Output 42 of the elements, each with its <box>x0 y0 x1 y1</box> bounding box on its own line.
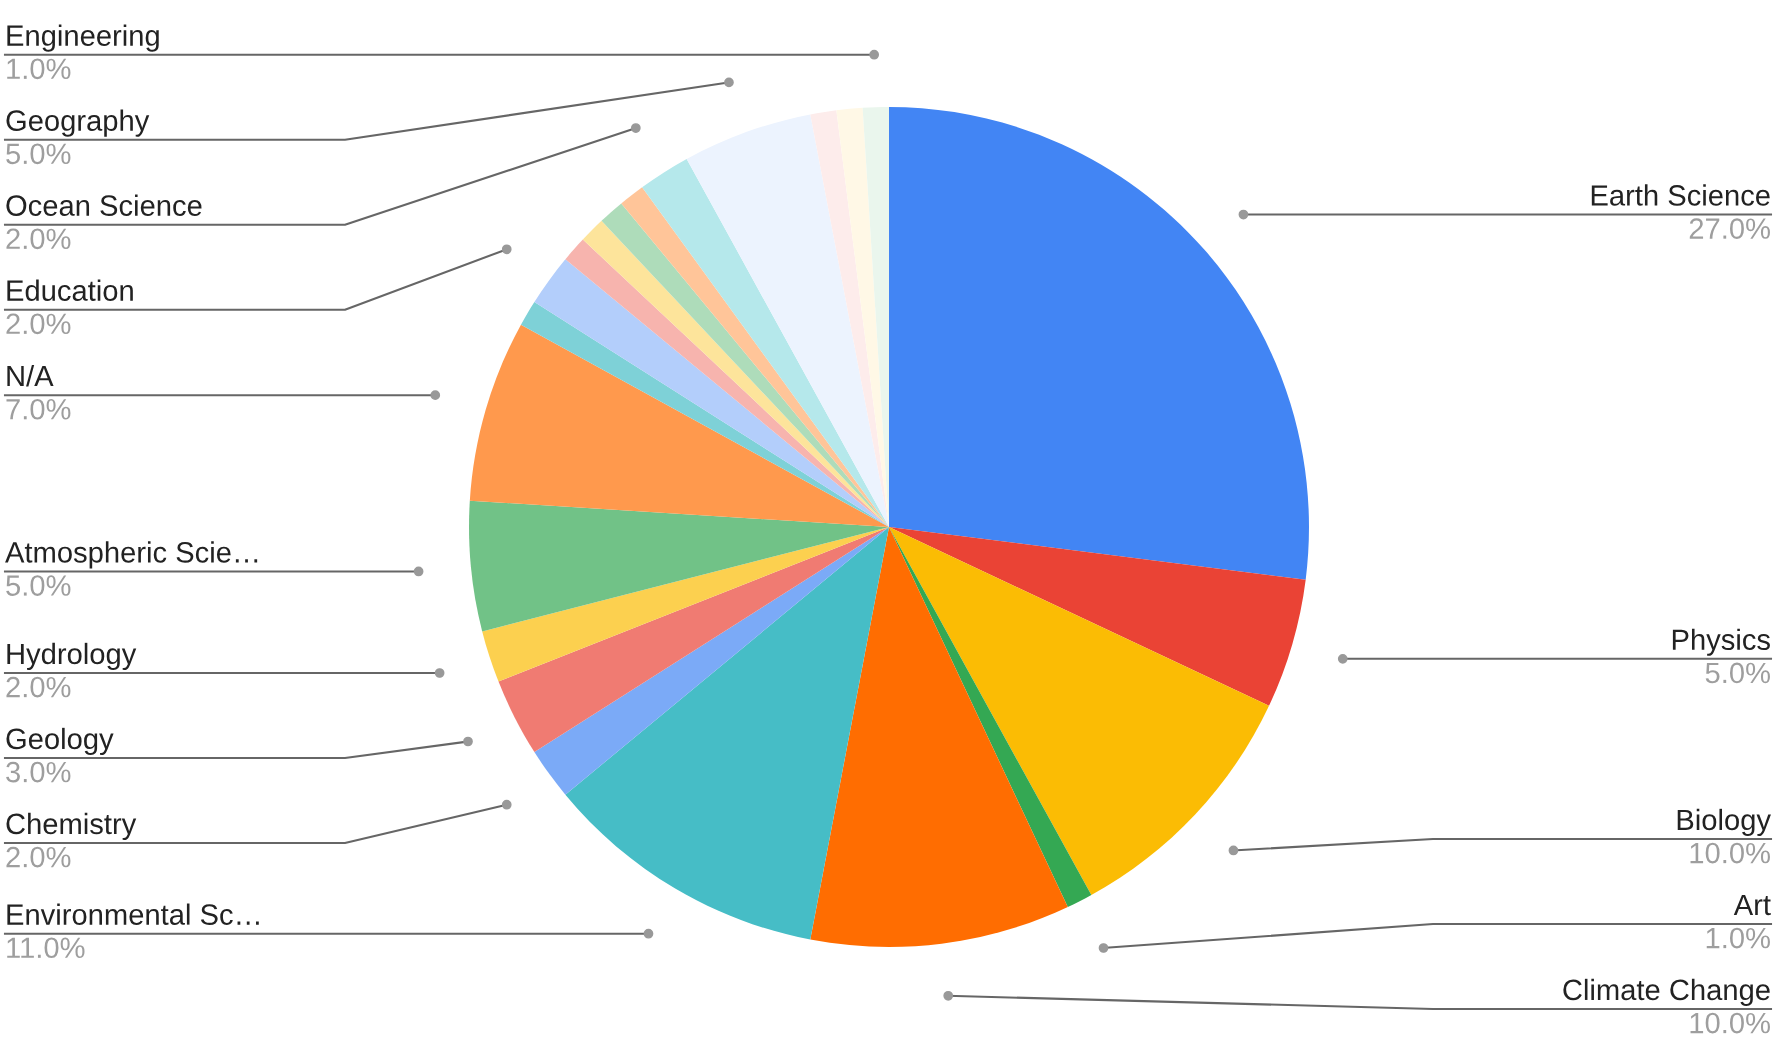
slice-label: Engineering <box>7 24 159 52</box>
slice-label: Education <box>7 279 133 301</box>
pie-slice <box>565 527 889 940</box>
pie-slice <box>520 301 889 527</box>
slice-label: Climate Change <box>1563 978 1770 1006</box>
pie-slice <box>810 527 1068 947</box>
slice-label: Chemistry <box>6 812 137 841</box>
data-label: 10.0% <box>1690 1012 1770 1034</box>
slice-label: Biology <box>1677 808 1771 836</box>
data-label: 5.0% <box>6 143 71 165</box>
data-label: 11.0% <box>7 937 85 959</box>
data-label: 2.0% <box>6 313 71 335</box>
slice-label: Physics <box>1672 628 1770 656</box>
slice-label: Atmospheric Scie… <box>5 541 258 569</box>
slice-label: Ocean Science <box>6 194 202 216</box>
pie-slice <box>498 527 889 753</box>
data-label: 27.0% <box>1689 218 1770 239</box>
data-label: 7.0% <box>6 398 71 420</box>
slice-label: Earth Science <box>1591 184 1770 206</box>
slice-label: Hydrology <box>7 642 137 671</box>
data-label: 5.0% <box>1705 662 1770 684</box>
pie-slice <box>686 114 889 527</box>
slice-label: N/A <box>7 364 54 387</box>
slice-label: Environmental Sc… <box>7 903 259 925</box>
slice-label: Art <box>1733 894 1771 916</box>
pie-slice <box>889 527 1306 706</box>
data-label: 10.0% <box>1690 842 1770 864</box>
data-label: 2.0% <box>6 676 71 698</box>
data-label: 5.0% <box>6 575 71 596</box>
pie-slice <box>469 324 889 527</box>
pie-slice <box>889 107 1309 580</box>
pie-slice <box>469 500 889 632</box>
slice-label: Geology <box>6 727 114 756</box>
pie-slice <box>889 527 1270 896</box>
data-label: 1.0% <box>7 58 71 80</box>
data-label: 2.0% <box>6 846 71 868</box>
pie-slice <box>534 527 889 795</box>
data-label: 1.0% <box>1706 927 1770 949</box>
data-label: 3.0% <box>6 761 71 783</box>
data-label: 2.0% <box>6 228 71 250</box>
slice-label: Geography <box>6 109 150 137</box>
pie-slice <box>482 527 889 682</box>
